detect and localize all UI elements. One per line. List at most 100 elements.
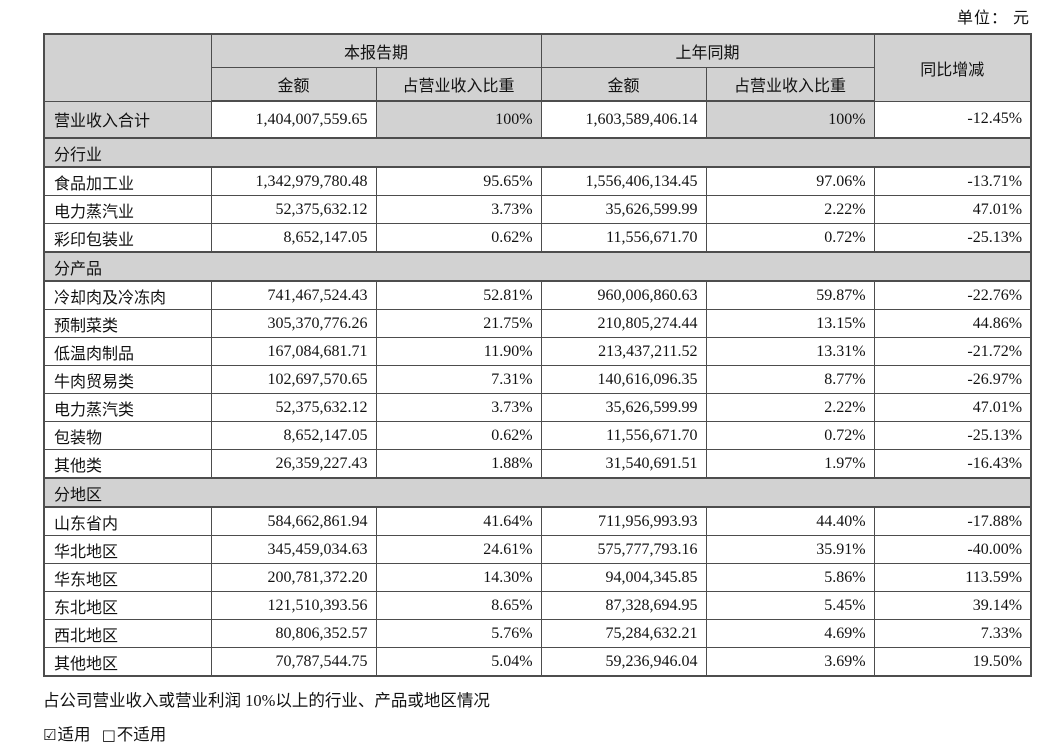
data-row: 其他类 26,359,227.43 1.88% 31,540,691.51 1.97% -… xyxy=(43,449,1032,479)
yoy-cell: -40.00% xyxy=(873,535,1032,564)
table-body: 营业收入合计 1,404,007,559.65 100% 1,603,589,406.… xyxy=(43,100,1032,677)
header-prior-period: 上年同期 xyxy=(540,33,875,68)
yoy-cell: 19.50% xyxy=(873,647,1032,677)
data-row: 包装物 8,652,147.05 0.62% 11,556,671.70 0.72% -2… xyxy=(43,421,1032,450)
cur-pct-cell: 24.61% xyxy=(375,535,542,564)
row-label: 其他类 xyxy=(43,449,212,479)
yoy-cell: -17.88% xyxy=(873,506,1032,536)
prior-pct-cell: 2.22% xyxy=(705,393,875,422)
section-title: 分行业 xyxy=(43,137,1032,168)
row-label: 低温肉制品 xyxy=(43,337,212,366)
cur-amount-cell: 8,652,147.05 xyxy=(210,223,377,253)
prior-pct-cell: 44.40% xyxy=(705,506,875,536)
data-row: 华北地区 345,459,034.63 24.61% 575,777,793.16 35… xyxy=(43,535,1032,564)
prior-amount-cell: 75,284,632.21 xyxy=(540,619,707,648)
cur-amount-cell: 200,781,372.20 xyxy=(210,563,377,592)
row-label: 彩印包装业 xyxy=(43,223,212,253)
cur-amount-cell: 741,467,524.43 xyxy=(210,280,377,310)
cur-pct-cell: 7.31% xyxy=(375,365,542,394)
section-row: 分地区 xyxy=(43,477,1032,508)
prior-pct-cell: 5.86% xyxy=(705,563,875,592)
applicability-row: ☑适用 □不适用 xyxy=(43,723,1030,747)
cur-amount-cell: 8,652,147.05 xyxy=(210,421,377,450)
header-period-row: 本报告期 上年同期 同比增减 xyxy=(43,33,1032,102)
not-applicable-option: □不适用 xyxy=(102,725,167,744)
data-row: 山东省内 584,662,861.94 41.64% 711,956,993.93 44… xyxy=(43,506,1032,536)
prior-pct-cell: 59.87% xyxy=(705,280,875,310)
yoy-cell: -16.43% xyxy=(873,449,1032,479)
cur-pct-cell: 11.90% xyxy=(375,337,542,366)
yoy-cell: -26.97% xyxy=(873,365,1032,394)
row-label: 电力蒸汽业 xyxy=(43,195,212,224)
yoy-cell: -21.72% xyxy=(873,337,1032,366)
row-label: 其他地区 xyxy=(43,647,212,677)
row-label: 食品加工业 xyxy=(43,166,212,196)
yoy-cell: 47.01% xyxy=(873,195,1032,224)
cur-pct-cell: 5.04% xyxy=(375,647,542,677)
yoy-cell: 7.33% xyxy=(873,619,1032,648)
section-title: 分地区 xyxy=(43,477,1032,508)
row-label: 包装物 xyxy=(43,421,212,450)
yoy-cell: 47.01% xyxy=(873,393,1032,422)
cur-pct-cell: 41.64% xyxy=(375,506,542,536)
prior-pct-cell: 4.69% xyxy=(705,619,875,648)
prior-amount-cell: 1,603,589,406.14 xyxy=(540,100,707,139)
note-text: 占公司营业收入或营业利润 10%以上的行业、产品或地区情况 xyxy=(43,691,490,710)
header-current-pct: 占营业收入比重 xyxy=(375,67,542,102)
data-row: 彩印包装业 8,652,147.05 0.62% 11,556,671.70 0.72%… xyxy=(43,223,1032,253)
row-label: 牛肉贸易类 xyxy=(43,365,212,394)
prior-amount-cell: 59,236,946.04 xyxy=(540,647,707,677)
cur-pct-cell: 14.30% xyxy=(375,563,542,592)
row-label: 华东地区 xyxy=(43,563,212,592)
cur-amount-cell: 52,375,632.12 xyxy=(210,393,377,422)
prior-pct-cell: 3.69% xyxy=(705,647,875,677)
yoy-cell: -25.13% xyxy=(873,223,1032,253)
cur-amount-cell: 52,375,632.12 xyxy=(210,195,377,224)
yoy-cell: 113.59% xyxy=(873,563,1032,592)
applicable-label: 适用 xyxy=(57,725,91,744)
cur-pct-cell: 5.76% xyxy=(375,619,542,648)
section-row: 分行业 xyxy=(43,137,1032,168)
yoy-cell: -25.13% xyxy=(873,421,1032,450)
cur-pct-cell: 0.62% xyxy=(375,421,542,450)
table-header: 本报告期 上年同期 同比增减 金额 占营业收入比重 金额 占营业收入比重 xyxy=(43,33,1032,102)
data-row: 牛肉贸易类 102,697,570.65 7.31% 140,616,096.35 8.… xyxy=(43,365,1032,394)
cur-pct-cell: 100% xyxy=(375,100,542,139)
not-applicable-label: 不适用 xyxy=(116,725,167,744)
data-row: 电力蒸汽类 52,375,632.12 3.73% 35,626,599.99 2.22… xyxy=(43,393,1032,422)
header-current-period: 本报告期 xyxy=(210,33,542,68)
cur-amount-cell: 80,806,352.57 xyxy=(210,619,377,648)
prior-amount-cell: 711,956,993.93 xyxy=(540,506,707,536)
data-row: 其他地区 70,787,544.75 5.04% 59,236,946.04 3.69%… xyxy=(43,647,1032,677)
row-label: 华北地区 xyxy=(43,535,212,564)
prior-pct-cell: 100% xyxy=(705,100,875,139)
prior-amount-cell: 575,777,793.16 xyxy=(540,535,707,564)
section-title: 分产品 xyxy=(43,251,1032,282)
prior-amount-cell: 94,004,345.85 xyxy=(540,563,707,592)
row-label: 冷却肉及冷冻肉 xyxy=(43,280,212,310)
data-row: 低温肉制品 167,084,681.71 11.90% 213,437,211.52 1… xyxy=(43,337,1032,366)
applicable-option: ☑适用 xyxy=(43,725,90,744)
cur-amount-cell: 167,084,681.71 xyxy=(210,337,377,366)
header-current-amount: 金额 xyxy=(210,67,377,102)
data-row: 冷却肉及冷冻肉 741,467,524.43 52.81% 960,006,860.6… xyxy=(43,280,1032,310)
unchecked-checkbox-icon: □ xyxy=(101,726,116,744)
yoy-cell: 44.86% xyxy=(873,309,1032,338)
prior-amount-cell: 35,626,599.99 xyxy=(540,393,707,422)
row-label: 东北地区 xyxy=(43,591,212,620)
prior-amount-cell: 31,540,691.51 xyxy=(540,449,707,479)
cur-pct-cell: 52.81% xyxy=(375,280,542,310)
row-label: 山东省内 xyxy=(43,506,212,536)
yoy-cell: 39.14% xyxy=(873,591,1032,620)
data-row: 食品加工业 1,342,979,780.48 95.65% 1,556,406,134… xyxy=(43,166,1032,196)
unit-label: 单位： 元 xyxy=(956,10,1030,27)
cur-pct-cell: 3.73% xyxy=(375,195,542,224)
cur-pct-cell: 95.65% xyxy=(375,166,542,196)
prior-pct-cell: 13.31% xyxy=(705,337,875,366)
cur-amount-cell: 102,697,570.65 xyxy=(210,365,377,394)
prior-pct-cell: 5.45% xyxy=(705,591,875,620)
data-row: 预制菜类 305,370,776.26 21.75% 210,805,274.44 13… xyxy=(43,309,1032,338)
yoy-cell: -22.76% xyxy=(873,280,1032,310)
row-label: 预制菜类 xyxy=(43,309,212,338)
